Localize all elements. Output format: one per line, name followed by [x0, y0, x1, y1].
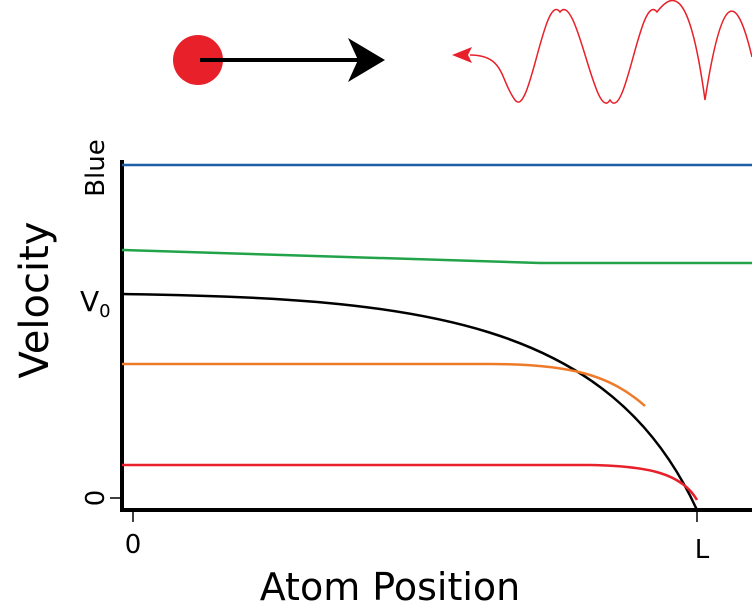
atom	[173, 35, 223, 85]
green-line	[121, 248, 752, 265]
x-title: Atom Position	[260, 565, 521, 609]
x-label-end: L	[695, 535, 710, 565]
y-label-zero: 0	[81, 490, 111, 507]
light-wave	[469, 0, 752, 104]
arrowhead	[348, 38, 385, 82]
wave-arrowhead	[452, 47, 472, 63]
x-label-zero: 0	[125, 530, 142, 560]
black-curve	[121, 292, 699, 511]
red-curve	[122, 463, 699, 501]
orange-curve	[122, 362, 646, 407]
y-title: Velocity	[12, 222, 58, 379]
y-label-top: Blue	[81, 139, 111, 197]
y-label-v0: V0	[80, 285, 111, 322]
